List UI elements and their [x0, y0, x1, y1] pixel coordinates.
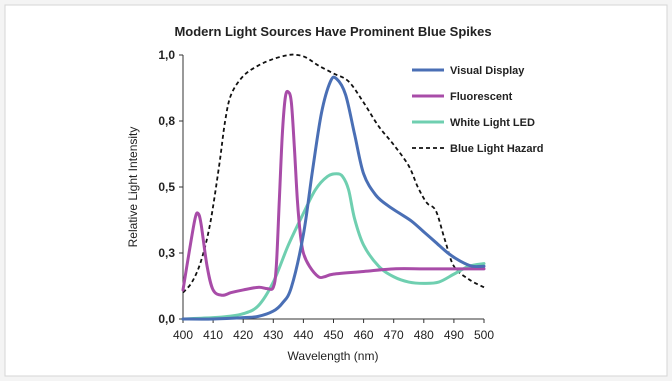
legend-label: Visual Display — [450, 65, 525, 77]
x-tick-label: 490 — [444, 328, 464, 342]
x-tick-label: 450 — [323, 328, 343, 342]
legend: Visual Display Fluorescent White Light LED… — [412, 65, 544, 155]
x-axis-ticks: 400 410 420 430 440 450 460 470 480 490 500 — [173, 319, 494, 342]
series-line-white-light-led — [181, 172, 486, 321]
x-tick-label: 420 — [233, 328, 253, 342]
y-tick-label: 0,5 — [158, 180, 175, 194]
series-lines — [181, 53, 486, 321]
y-tick-label: 0,0 — [158, 312, 175, 326]
x-tick-label: 400 — [173, 328, 193, 342]
chart-panel — [4, 4, 668, 377]
y-axis-ticks: 0,0 0,3 0,5 0,8 1,0 — [158, 48, 183, 326]
legend-label: White Light LED — [450, 117, 535, 129]
legend-label: Fluorescent — [450, 91, 513, 103]
x-tick-label: 410 — [203, 328, 223, 342]
series-line-visual-display — [181, 75, 486, 321]
y-axis-label: Relative Light Intensity — [126, 127, 140, 248]
series-line-fluorescent — [181, 89, 486, 297]
x-tick-label: 470 — [384, 328, 404, 342]
x-tick-label: 460 — [354, 328, 374, 342]
x-tick-label: 430 — [263, 328, 283, 342]
x-tick-label: 480 — [414, 328, 434, 342]
series-line-blue-light-hazard — [182, 53, 485, 294]
y-tick-label: 0,8 — [158, 114, 175, 128]
chart-title: Modern Light Sources Have Prominent Blue… — [174, 24, 491, 39]
legend-label: Blue Light Hazard — [450, 143, 544, 155]
y-tick-label: 1,0 — [158, 48, 175, 62]
x-axis-label: Wavelength (nm) — [288, 349, 379, 363]
x-tick-label: 500 — [474, 328, 494, 342]
x-tick-label: 440 — [293, 328, 313, 342]
y-tick-label: 0,3 — [158, 246, 175, 260]
